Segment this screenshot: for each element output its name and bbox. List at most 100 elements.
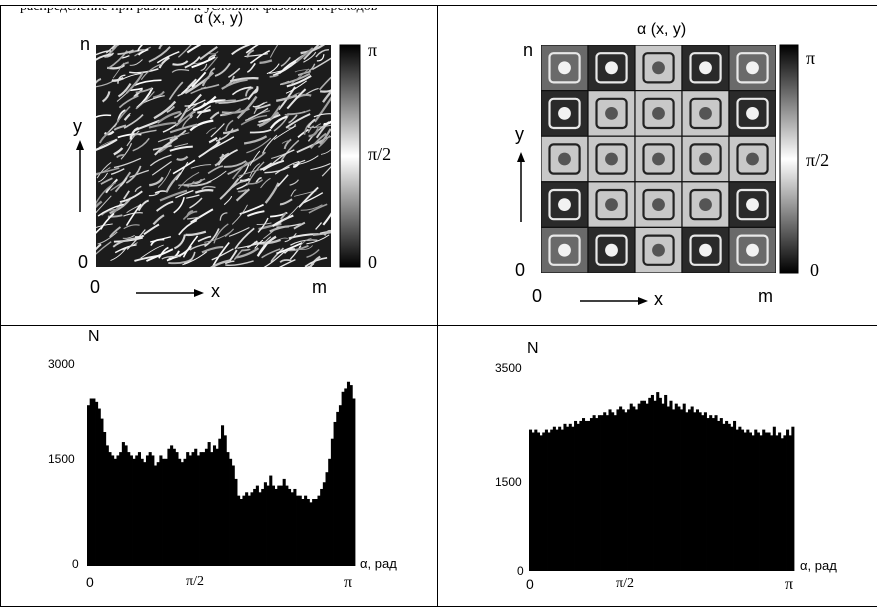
histogram-bar: [587, 420, 591, 571]
heatmap-stripe: [225, 119, 234, 131]
heatmap-cell-core: [558, 61, 571, 75]
heatmap-stripe: [166, 105, 176, 114]
histogram-bar: [288, 488, 292, 566]
histogram-bar: [616, 409, 620, 571]
histogram-bar: [202, 452, 206, 566]
heatmap-stripe: [185, 230, 207, 237]
histogram-bar: [568, 423, 572, 571]
histogram-bar: [162, 458, 166, 566]
histogram-bar: [563, 423, 567, 571]
heatmap-stripe: [268, 69, 283, 74]
heatmap-stripe: [205, 56, 218, 72]
histogram-bar: [531, 432, 535, 571]
heatmap-stripe: [318, 135, 331, 148]
x-tick-half-pi: π/2: [186, 574, 204, 589]
heatmap-stripe: [129, 169, 149, 178]
histogram-bar: [253, 488, 257, 566]
histogram-bar: [231, 465, 235, 566]
heatmap-stripe: [246, 49, 255, 58]
heatmap-stripe: [219, 152, 230, 159]
histogram-bar: [613, 415, 617, 571]
heatmap-stripe: [185, 210, 194, 218]
histogram-bar: [317, 495, 321, 566]
heatmap-stripe: [245, 86, 254, 97]
histogram-bar: [239, 499, 243, 566]
histogram-bar: [255, 485, 259, 566]
heatmap-cell-ring: [736, 188, 769, 221]
heatmap-stripe: [315, 221, 323, 230]
histogram-bar: [592, 415, 596, 571]
heatmap-stripe: [109, 226, 122, 238]
y-tick-bottom: 0: [515, 260, 526, 280]
histogram-bar: [680, 409, 684, 571]
heatmap-stripe: [280, 139, 300, 162]
heatmap-stripe: [255, 103, 271, 110]
heatmap-stripe: [167, 132, 190, 139]
histogram-bar: [250, 492, 254, 566]
heatmap-stripe: [214, 62, 231, 77]
heatmap-stripe: [300, 45, 326, 55]
heatmap-stripe: [261, 248, 281, 259]
histogram-bar: [103, 432, 107, 566]
heatmap-stripe: [247, 240, 258, 249]
heatmap-cell-core: [605, 107, 618, 120]
histogram-bar: [306, 499, 310, 566]
heatmap-stripe: [244, 107, 269, 122]
heatmap-stripe: [286, 88, 307, 110]
histogram-bar: [756, 432, 760, 571]
heatmap-stripe: [207, 165, 223, 175]
y-axis-label: y: [515, 124, 524, 144]
heatmap-stripe: [233, 249, 243, 261]
heatmap-stripe: [241, 248, 251, 252]
heatmap-stripe: [105, 45, 116, 54]
heatmap-stripe: [113, 157, 142, 169]
y-tick-3500: 3500: [495, 361, 522, 375]
colorbar-tick-top: π: [806, 48, 816, 68]
histogram-bar: [748, 432, 752, 571]
heatmap-stripe: [298, 186, 319, 208]
heatmap-stripe: [110, 246, 128, 262]
heatmap-stripe: [309, 255, 321, 267]
histogram-bar: [212, 445, 217, 566]
heatmap-stripe: [308, 127, 320, 138]
heatmap-stripe: [208, 136, 218, 144]
y-tick-1500: 1500: [495, 475, 522, 489]
histogram-bar: [579, 420, 583, 571]
heatmap-stripe: [168, 81, 184, 101]
x-arrow-head: [638, 297, 648, 305]
heatmap-stripe: [148, 191, 161, 197]
heatmap-stripe: [116, 154, 125, 159]
heatmap-cell-ring: [689, 143, 722, 175]
heatmap-title: α (x, y): [637, 21, 687, 38]
histogram-bar: [658, 397, 662, 571]
heatmap-cell-core: [652, 243, 665, 257]
heatmap-stripe: [256, 222, 272, 225]
heatmap-stripe: [118, 94, 139, 109]
heatmap-cell-ring: [595, 52, 628, 84]
heatmap-stripe: [97, 203, 124, 217]
heatmap-stripe: [316, 54, 325, 62]
heatmap-stripe: [224, 228, 235, 238]
histogram-bar: [650, 394, 654, 571]
heatmap-title: α (x, y): [194, 10, 244, 27]
heatmap-stripe: [123, 114, 144, 129]
heatmap-stripe: [119, 177, 128, 187]
heatmap-stripe: [281, 140, 290, 144]
heatmap-stripe: [148, 121, 177, 129]
heatmap-stripe: [105, 178, 119, 194]
heatmap-stripe: [171, 68, 190, 73]
heatmap-stripe: [183, 180, 212, 187]
histogram-bar: [669, 400, 673, 571]
heatmap-stripe: [266, 63, 280, 75]
heatmap-cell-ring: [642, 234, 675, 266]
histogram-bar: [180, 462, 184, 566]
heatmap-stripe: [201, 185, 216, 190]
histogram-bar: [536, 432, 540, 571]
heatmap-cell-ring: [736, 143, 769, 175]
histogram-bar: [218, 438, 222, 566]
histogram-bar: [175, 452, 179, 566]
heatmap-stripe: [263, 250, 286, 267]
histogram-bar: [566, 426, 570, 571]
histogram-bar: [336, 411, 340, 566]
heatmap-stripe: [207, 170, 227, 183]
